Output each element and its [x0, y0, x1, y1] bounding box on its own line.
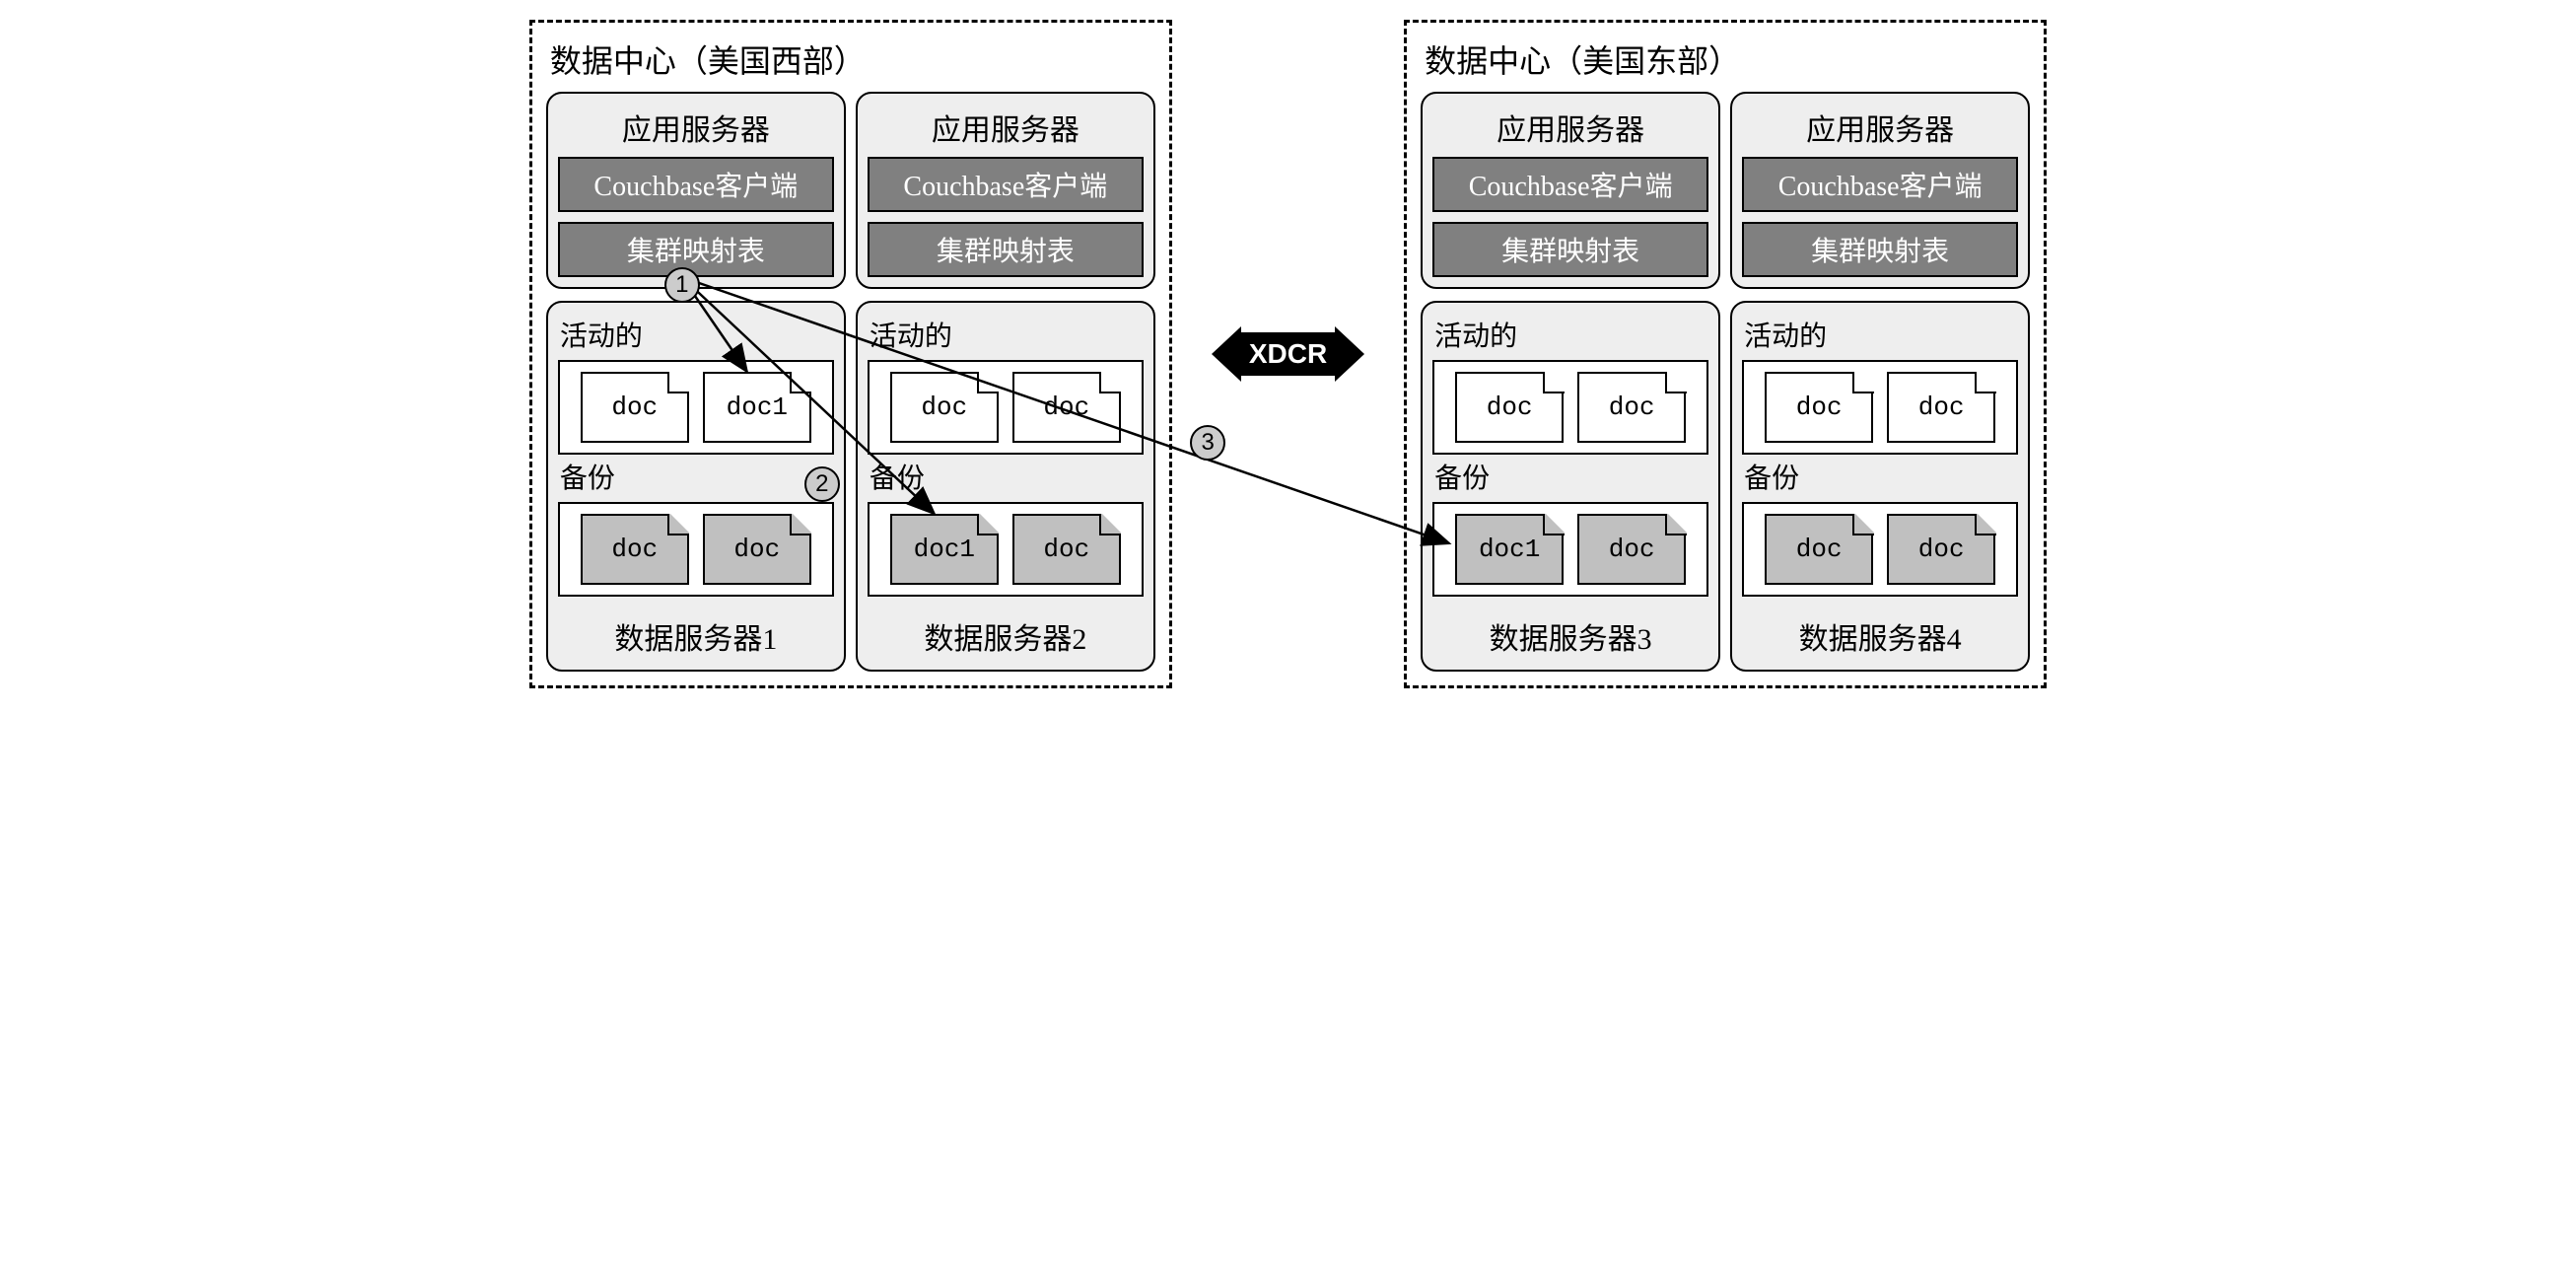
data-server-4: 活动的 doc doc 备份 doc doc 数据服务器4 — [1730, 301, 2030, 672]
servers-row-west: 应用服务器 Couchbase客户端 集群映射表 活动的 doc doc1 备份… — [546, 92, 1155, 672]
doc-icon: doc — [1577, 514, 1686, 585]
cluster-map-label: 集群映射表 — [868, 222, 1144, 277]
server-footer: 数据服务器2 — [868, 605, 1144, 660]
doc-icon: doc1 — [703, 372, 811, 443]
replica-doc-row: doc1 doc — [868, 502, 1144, 597]
couchbase-client-label: Couchbase客户端 — [868, 157, 1144, 212]
app-server-1: 应用服务器 Couchbase客户端 集群映射表 — [546, 92, 846, 289]
active-doc-row: doc doc — [1432, 360, 1708, 455]
xdcr-arrow-left-icon — [1212, 326, 1241, 382]
data-server-3: 活动的 doc doc 备份 doc1 doc 数据服务器3 — [1421, 301, 1720, 672]
couchbase-client-label: Couchbase客户端 — [558, 157, 834, 212]
doc-icon: doc — [581, 514, 689, 585]
replica-label: 备份 — [1432, 455, 1708, 502]
app-server-2: 应用服务器 Couchbase客户端 集群映射表 — [856, 92, 1155, 289]
doc-icon: doc1 — [1455, 514, 1564, 585]
doc-label: doc — [733, 535, 780, 564]
doc-icon: doc — [1765, 372, 1873, 443]
step-2-badge: 2 — [804, 466, 840, 502]
doc-icon: doc — [1012, 514, 1121, 585]
active-label: 活动的 — [1742, 313, 2018, 360]
doc-label: doc — [1609, 392, 1655, 422]
doc-icon: doc — [1765, 514, 1873, 585]
dc-title-west: 数据中心（美国西部） — [546, 33, 1155, 92]
server-footer: 数据服务器1 — [558, 605, 834, 660]
server-footer: 数据服务器3 — [1432, 605, 1708, 660]
active-label: 活动的 — [558, 313, 834, 360]
xdcr-arrow-right-icon — [1335, 326, 1364, 382]
couchbase-client-label: Couchbase客户端 — [1742, 157, 2018, 212]
xdcr-link: XDCR — [1212, 326, 1364, 382]
doc-icon: doc — [1887, 514, 1995, 585]
doc-label: doc — [1796, 535, 1843, 564]
doc-icon: doc — [1012, 372, 1121, 443]
doc-label: doc — [1609, 535, 1655, 564]
doc-label: doc1 — [727, 392, 788, 422]
replica-doc-row: doc1 doc — [1432, 502, 1708, 597]
couchbase-client-label: Couchbase客户端 — [1432, 157, 1708, 212]
server-col-2: 应用服务器 Couchbase客户端 集群映射表 活动的 doc doc 备份 … — [856, 92, 1155, 672]
doc-icon: doc1 — [890, 514, 999, 585]
data-server-2: 活动的 doc doc 备份 doc1 doc 数据服务器2 — [856, 301, 1155, 672]
doc-label: doc — [1918, 392, 1965, 422]
doc-icon: doc — [1455, 372, 1564, 443]
server-col-1: 应用服务器 Couchbase客户端 集群映射表 活动的 doc doc1 备份… — [546, 92, 846, 672]
active-doc-row: doc doc — [868, 360, 1144, 455]
doc-label: doc — [611, 392, 658, 422]
doc-label: doc — [1796, 392, 1843, 422]
step-3-badge: 3 — [1190, 425, 1225, 461]
replica-label: 备份 — [1742, 455, 2018, 502]
doc-label: doc — [1918, 535, 1965, 564]
cluster-map-label: 集群映射表 — [558, 222, 834, 277]
doc-icon: doc — [703, 514, 811, 585]
doc-label: doc — [1487, 392, 1533, 422]
app-server-4: 应用服务器 Couchbase客户端 集群映射表 — [1730, 92, 2030, 289]
doc-label: doc1 — [1479, 535, 1540, 564]
replica-label: 备份 — [558, 455, 834, 502]
cluster-map-label: 集群映射表 — [1742, 222, 2018, 277]
doc-label: doc1 — [914, 535, 975, 564]
server-col-4: 应用服务器 Couchbase客户端 集群映射表 活动的 doc doc 备份 … — [1730, 92, 2030, 672]
replica-label: 备份 — [868, 455, 1144, 502]
doc-icon: doc — [581, 372, 689, 443]
doc-label: doc — [1043, 535, 1089, 564]
doc-icon: doc — [1577, 372, 1686, 443]
datacenter-west: 数据中心（美国西部） 应用服务器 Couchbase客户端 集群映射表 活动的 … — [529, 20, 1172, 688]
app-title: 应用服务器 — [1432, 104, 1708, 157]
doc-icon: doc — [1887, 372, 1995, 443]
server-col-3: 应用服务器 Couchbase客户端 集群映射表 活动的 doc doc 备份 … — [1421, 92, 1720, 672]
doc-label: doc — [1043, 392, 1089, 422]
doc-label: doc — [611, 535, 658, 564]
active-doc-row: doc doc — [1742, 360, 2018, 455]
app-title: 应用服务器 — [558, 104, 834, 157]
server-footer: 数据服务器4 — [1742, 605, 2018, 660]
active-doc-row: doc doc1 — [558, 360, 834, 455]
doc-label: doc — [921, 392, 967, 422]
datacenter-east: 数据中心（美国东部） 应用服务器 Couchbase客户端 集群映射表 活动的 … — [1404, 20, 2047, 688]
data-server-1: 活动的 doc doc1 备份 doc doc 数据服务器1 — [546, 301, 846, 672]
cluster-map-label: 集群映射表 — [1432, 222, 1708, 277]
replica-doc-row: doc doc — [1742, 502, 2018, 597]
doc-icon: doc — [890, 372, 999, 443]
active-label: 活动的 — [868, 313, 1144, 360]
active-label: 活动的 — [1432, 313, 1708, 360]
servers-row-east: 应用服务器 Couchbase客户端 集群映射表 活动的 doc doc 备份 … — [1421, 92, 2030, 672]
app-title: 应用服务器 — [868, 104, 1144, 157]
app-server-3: 应用服务器 Couchbase客户端 集群映射表 — [1421, 92, 1720, 289]
replica-doc-row: doc doc — [558, 502, 834, 597]
xdcr-label: XDCR — [1241, 332, 1335, 376]
xdcr-diagram: 数据中心（美国西部） 应用服务器 Couchbase客户端 集群映射表 活动的 … — [20, 20, 2556, 688]
step-1-badge: 1 — [664, 267, 700, 303]
dc-title-east: 数据中心（美国东部） — [1421, 33, 2030, 92]
app-title: 应用服务器 — [1742, 104, 2018, 157]
